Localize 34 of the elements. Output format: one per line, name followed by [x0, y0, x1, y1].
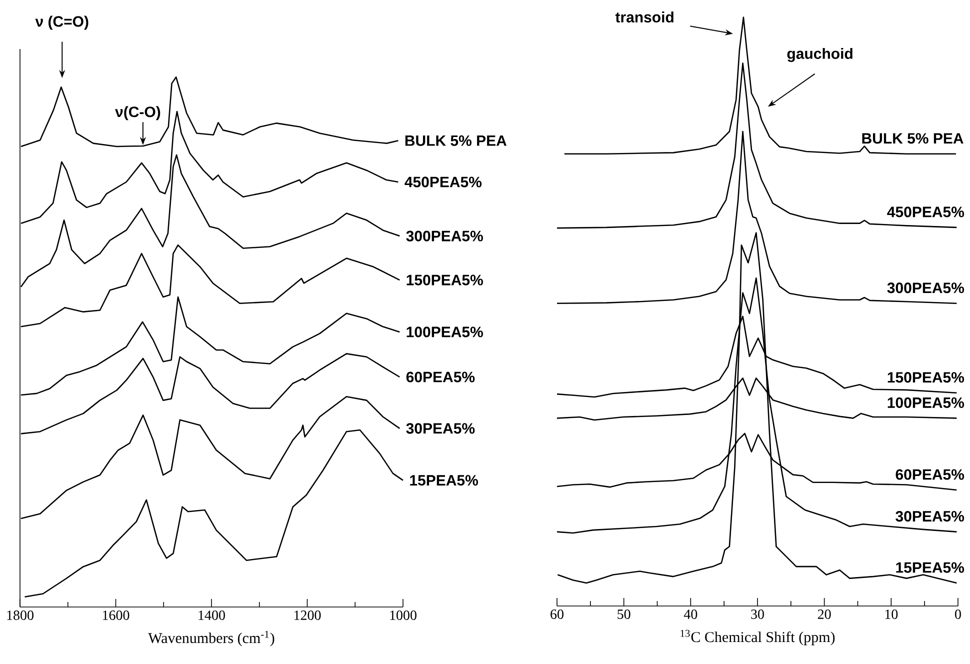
x-tick-label: 60 — [550, 610, 564, 619]
annotation: ν(C-O) — [115, 106, 160, 120]
annotation: transoid — [615, 11, 674, 22]
series-label: 15PEA5% — [896, 562, 964, 573]
series-label: 300PEA5% — [406, 230, 483, 242]
x-tick-label: 10 — [885, 610, 898, 619]
x-tick-label: 1200 — [294, 610, 321, 620]
x-tick-label: 1400 — [198, 610, 225, 620]
series-label: 100PEA5% — [888, 397, 964, 408]
series-label: 30PEA5% — [406, 423, 475, 434]
series-label: 450PEA5% — [404, 176, 482, 188]
x-axis-title: $^{13}$C Chemical Shift (ppm) — [680, 630, 835, 646]
x-tick-label: 40 — [684, 610, 698, 619]
x-tick-label: 30 — [751, 610, 764, 619]
series-label: 60PEA5% — [406, 372, 475, 382]
x-tick-label: 1000 — [390, 610, 416, 620]
series-label: 60PEA5% — [896, 469, 964, 480]
x-tick-label: 1600 — [102, 610, 130, 620]
x-tick-label: 20 — [818, 610, 831, 619]
series-label: 450PEA5% — [887, 206, 964, 218]
x-tick-label: 1800 — [7, 610, 34, 620]
x-tick-label: 0 — [955, 610, 961, 619]
series-label: 30PEA5% — [896, 510, 964, 522]
series-label: 15PEA5% — [410, 475, 478, 486]
x-tick-label: 50 — [618, 610, 630, 619]
series-label: 150PEA5% — [406, 274, 483, 286]
series-label: BULK 5% PEA — [862, 133, 964, 144]
series-label: 150PEA5% — [888, 372, 964, 383]
series-label: 300PEA5% — [887, 282, 964, 294]
series-label: BULK 5% PEA — [405, 135, 506, 146]
series-label: 100PEA5% — [406, 326, 483, 338]
annotation: gauchoid — [787, 48, 852, 62]
x-axis-title: Wavenumbers (cm$^{-1}$) — [148, 630, 274, 646]
text: ν (C=O) — [35, 16, 88, 30]
